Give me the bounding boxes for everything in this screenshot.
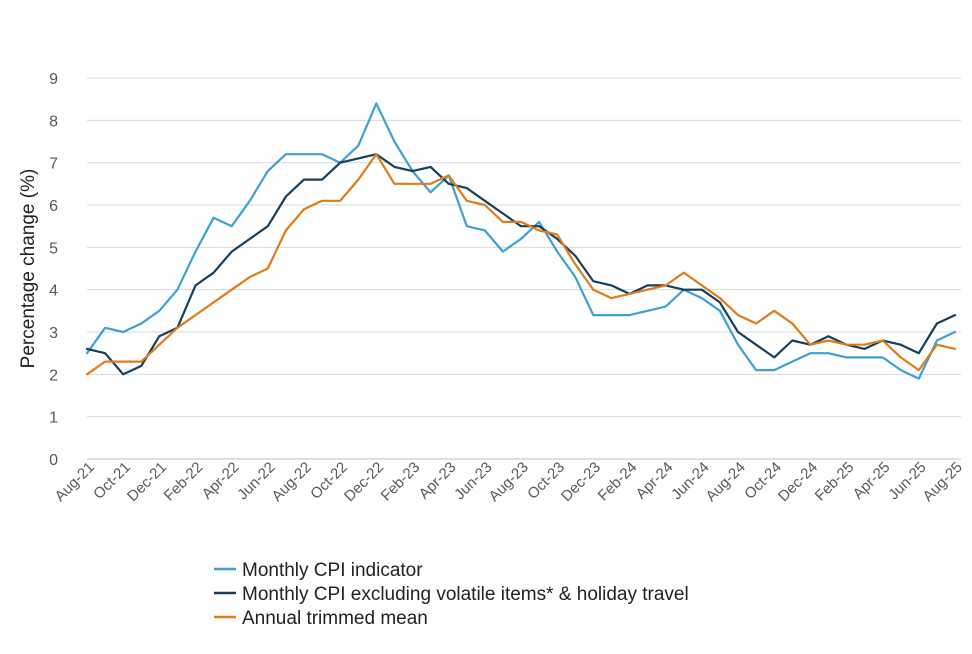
y-tick-label: 7 bbox=[49, 156, 58, 173]
legend-label-3: Annual trimmed mean bbox=[242, 608, 428, 629]
x-tick-label: Feb-25 bbox=[812, 459, 858, 505]
series-line-1 bbox=[85, 102, 957, 380]
x-tick-label: Aug-25 bbox=[920, 459, 966, 505]
legend-label-1: Monthly CPI indicator bbox=[242, 560, 423, 581]
x-tick-label: Aug-23 bbox=[486, 459, 532, 505]
x-tick-label: Apr-25 bbox=[850, 459, 894, 503]
x-tick-label: Apr-22 bbox=[199, 459, 243, 503]
y-tick-label: 0 bbox=[49, 452, 58, 469]
x-tick-label: Apr-24 bbox=[633, 459, 677, 503]
y-tick-label: 8 bbox=[49, 113, 58, 130]
x-tick-label: Feb-23 bbox=[378, 459, 424, 505]
y-tick-label: 3 bbox=[49, 325, 58, 342]
legend: Monthly CPI indicator Monthly CPI excludi… bbox=[214, 560, 689, 629]
y-axis-ticks: 0 1 2 3 4 5 6 7 8 9 bbox=[49, 71, 58, 469]
x-tick-label: Dec-21 bbox=[124, 459, 170, 505]
y-tick-label: 5 bbox=[49, 240, 58, 257]
x-tick-label: Aug-24 bbox=[703, 459, 749, 505]
x-tick-label: Dec-22 bbox=[341, 459, 387, 505]
x-tick-label: Aug-22 bbox=[269, 459, 315, 505]
x-tick-label: Dec-23 bbox=[558, 459, 604, 505]
x-tick-label: Apr-23 bbox=[416, 459, 460, 503]
y-tick-label: 2 bbox=[49, 367, 58, 384]
x-tick-label: Dec-24 bbox=[775, 459, 821, 505]
x-tick-label: Feb-22 bbox=[161, 459, 207, 505]
x-axis-ticks: Aug-21Oct-21Dec-21Feb-22Apr-22Jun-22Aug-… bbox=[52, 459, 966, 505]
y-axis-label: Percentage change (%) bbox=[18, 169, 39, 369]
legend-label-2: Monthly CPI excluding volatile items* & … bbox=[242, 584, 689, 605]
y-tick-label: 6 bbox=[49, 198, 58, 215]
y-tick-label: 4 bbox=[49, 283, 58, 300]
y-tick-label: 9 bbox=[49, 71, 58, 88]
x-tick-label: Feb-24 bbox=[595, 459, 641, 505]
y-tick-label: 1 bbox=[49, 410, 58, 427]
series-line-3 bbox=[85, 153, 957, 376]
series-lines bbox=[85, 102, 957, 380]
x-tick-label: Aug-21 bbox=[52, 459, 98, 505]
